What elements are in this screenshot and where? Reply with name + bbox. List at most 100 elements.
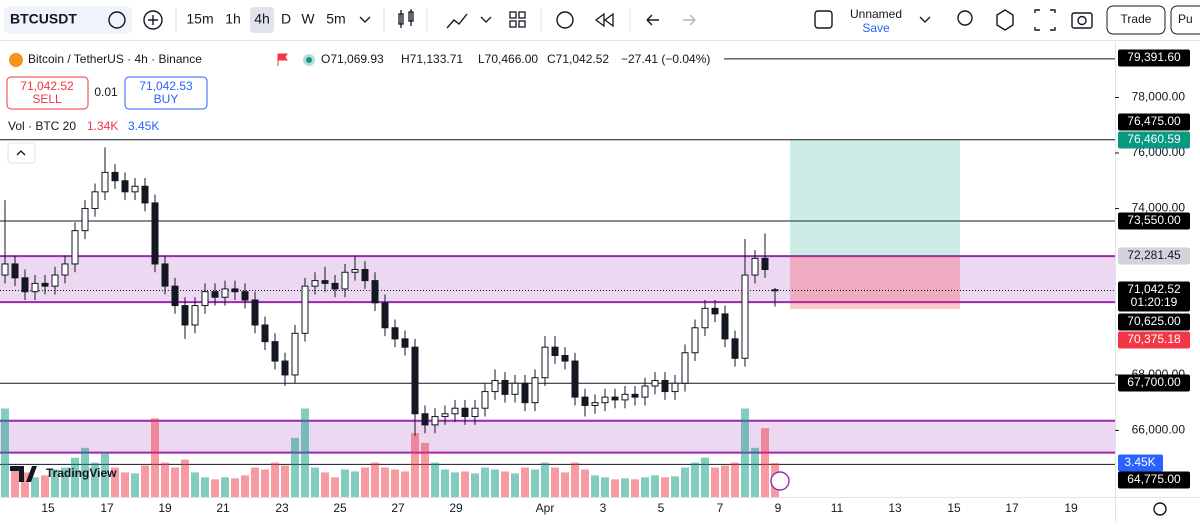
layout-name[interactable]: Unnamed xyxy=(850,7,902,21)
indicators-icon[interactable] xyxy=(446,13,468,29)
candle-body xyxy=(151,202,159,265)
sell-label[interactable]: SELL xyxy=(32,92,62,106)
y-tick-label: 76,000.00 xyxy=(1132,145,1186,159)
candle-body xyxy=(691,327,699,354)
interval[interactable]: 15m xyxy=(186,11,213,27)
buy-price[interactable]: 71,042.53 xyxy=(139,79,193,93)
toolbar-bg xyxy=(0,0,1200,40)
candle-body xyxy=(751,257,759,276)
price-tag-label: 73,550.00 xyxy=(1127,213,1181,227)
volume-bar xyxy=(661,477,669,497)
sell-price[interactable]: 71,042.52 xyxy=(20,79,74,93)
symbol-search[interactable] xyxy=(4,6,132,34)
sell-button[interactable] xyxy=(6,76,89,110)
zone xyxy=(0,256,1115,303)
settings-icon[interactable] xyxy=(996,9,1014,31)
volume-bar xyxy=(161,462,169,497)
volume-bar xyxy=(441,469,449,497)
legend-high: H71,133.71 xyxy=(401,52,463,66)
candle-body xyxy=(761,257,769,270)
trade-button[interactable] xyxy=(1106,5,1166,35)
add-symbol[interactable] xyxy=(143,10,163,30)
chart-type-icon[interactable] xyxy=(398,9,414,28)
replay-icon[interactable] xyxy=(594,12,614,28)
snapshot-icon[interactable] xyxy=(1071,12,1093,29)
volume-value: 1.34K xyxy=(87,119,118,133)
volume-bar xyxy=(641,477,649,497)
compare-icon[interactable] xyxy=(108,11,126,29)
volume-bar xyxy=(541,462,549,497)
candle-body xyxy=(311,280,319,287)
position-profit xyxy=(790,140,960,257)
assistant-icon[interactable] xyxy=(770,471,790,491)
alert-icon[interactable] xyxy=(556,11,574,29)
candle-body xyxy=(771,289,779,292)
price-tag xyxy=(1118,212,1190,230)
candle-body xyxy=(671,382,679,393)
interval-menu[interactable] xyxy=(359,16,371,23)
volume-bar xyxy=(381,467,389,497)
candle-body xyxy=(211,291,219,298)
interval[interactable]: W xyxy=(301,11,315,27)
undo[interactable] xyxy=(646,14,659,26)
interval[interactable]: 1h xyxy=(225,11,241,27)
candle-body xyxy=(561,355,569,362)
candle-body xyxy=(61,263,69,276)
volume-bar xyxy=(21,472,29,497)
interval[interactable]: 5m xyxy=(326,11,345,27)
volume-legend[interactable]: Vol · BTC 20 xyxy=(8,119,76,133)
publish-label[interactable]: Pu xyxy=(1178,12,1193,26)
buy-label[interactable]: BUY xyxy=(154,92,179,106)
legend-change: −27.41 (−0.04%) xyxy=(621,52,710,66)
x-tick-label: 9 xyxy=(775,501,782,515)
candle-body xyxy=(71,230,79,265)
collapse-icon xyxy=(16,150,26,156)
interval[interactable]: D xyxy=(281,11,291,27)
volume-bar xyxy=(561,472,569,497)
x-tick-label: 19 xyxy=(158,501,172,515)
volume-bar xyxy=(481,467,489,497)
buy-button[interactable] xyxy=(124,76,208,110)
volume-bar xyxy=(101,452,109,497)
flag-icon[interactable] xyxy=(277,53,288,66)
trade-label[interactable]: Trade xyxy=(1121,12,1152,26)
interval[interactable]: 4h xyxy=(254,11,270,27)
indicators-menu[interactable] xyxy=(480,16,492,23)
x-tick-label: 17 xyxy=(1005,501,1019,515)
symbol[interactable]: BTCUSDT xyxy=(10,11,77,27)
candle-body xyxy=(401,338,409,348)
candle-body xyxy=(701,307,709,329)
save-label[interactable]: Save xyxy=(862,21,890,35)
volume-bar xyxy=(201,477,209,497)
search-icon[interactable] xyxy=(957,10,973,26)
candle-body xyxy=(421,413,429,426)
candle-body xyxy=(461,407,469,418)
axis-settings[interactable] xyxy=(1153,502,1167,516)
layouts-icon[interactable] xyxy=(509,11,526,28)
volume-bar xyxy=(141,465,149,497)
fullscreen-icon[interactable] xyxy=(1034,9,1056,31)
candle-body xyxy=(51,274,59,287)
candle-body xyxy=(361,269,369,282)
candle-body xyxy=(191,305,199,326)
redo[interactable] xyxy=(683,14,696,26)
layout-icon[interactable] xyxy=(814,10,833,29)
volume-bar xyxy=(151,418,159,497)
legend-title[interactable]: Bitcoin / TetherUS · 4h · Binance xyxy=(28,52,202,66)
volume-bar xyxy=(601,477,609,497)
candle-body xyxy=(661,379,669,393)
volume-bar xyxy=(511,473,519,497)
candle-body xyxy=(371,280,379,304)
price-tag xyxy=(1118,313,1190,331)
candle-body xyxy=(161,263,169,287)
price-tag xyxy=(1118,131,1190,149)
volume-tag xyxy=(1118,454,1163,472)
collapse-button[interactable] xyxy=(7,142,36,164)
layout-menu[interactable] xyxy=(919,16,931,23)
publish-button[interactable] xyxy=(1170,5,1200,35)
watermark: TradingView xyxy=(10,466,117,482)
quantity[interactable]: 0.01 xyxy=(94,85,118,99)
bitcoin-icon xyxy=(9,53,23,67)
volume-bar xyxy=(321,472,329,497)
